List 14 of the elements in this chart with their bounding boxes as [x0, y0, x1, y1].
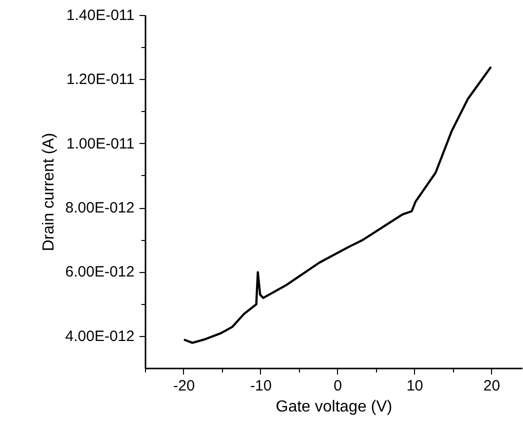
y-tick-label: 1.20E-011	[66, 71, 134, 88]
y-tick-label: 1.40E-011	[66, 7, 134, 24]
y-tick-label: 8.00E-012	[65, 200, 135, 217]
x-tick-label: -10	[250, 378, 272, 394]
y-tick-label: 1.00E-011	[66, 135, 134, 152]
x-axis-title: Gate voltage (V)	[276, 398, 392, 416]
y-axis-title: Drain current (A)	[40, 132, 58, 252]
y-tick-label: 4.00E-012	[65, 328, 135, 345]
x-tick-label: 10	[406, 378, 424, 394]
x-tick-label: -20	[173, 378, 195, 394]
x-tick-label: 20	[483, 378, 500, 394]
line-series	[182, 66, 492, 344]
y-tick-label: 6.00E-012	[65, 264, 135, 281]
x-tick-label: 0	[334, 378, 342, 394]
